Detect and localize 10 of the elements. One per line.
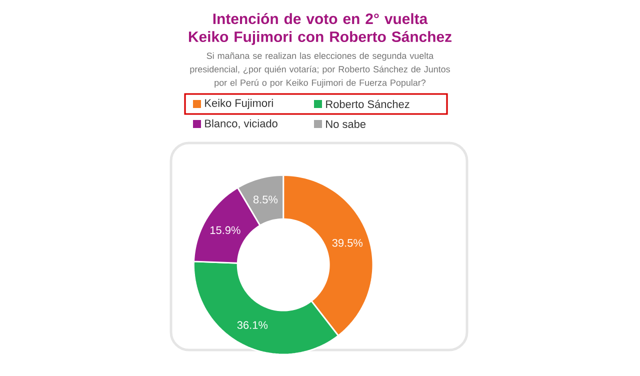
chart-subtitle: Si mañana se realizan las elecciones de segunda vuelta presidencial, ¿por quién votaría; por Roberto Sánchez de Juntos por el Perú o por Keiko Fujimori de Fuerza Popular?	[190, 52, 450, 88]
data-label: 39.5%	[332, 239, 363, 247]
data-label: 36.1%	[237, 321, 268, 329]
legend-label: Keiko Fujimori	[205, 98, 273, 110]
data-label: 8.5%	[253, 196, 278, 204]
chart-title: Intención de voto en 2° vuelta Keiko Fujimori con Roberto Sánchez	[188, 13, 452, 45]
legend-label: No sabe	[326, 120, 366, 128]
data-label: 15.9%	[210, 226, 240, 234]
legend-label: Blanco, viciado	[205, 119, 278, 129]
legend-label: Roberto Sánchez	[326, 100, 410, 108]
